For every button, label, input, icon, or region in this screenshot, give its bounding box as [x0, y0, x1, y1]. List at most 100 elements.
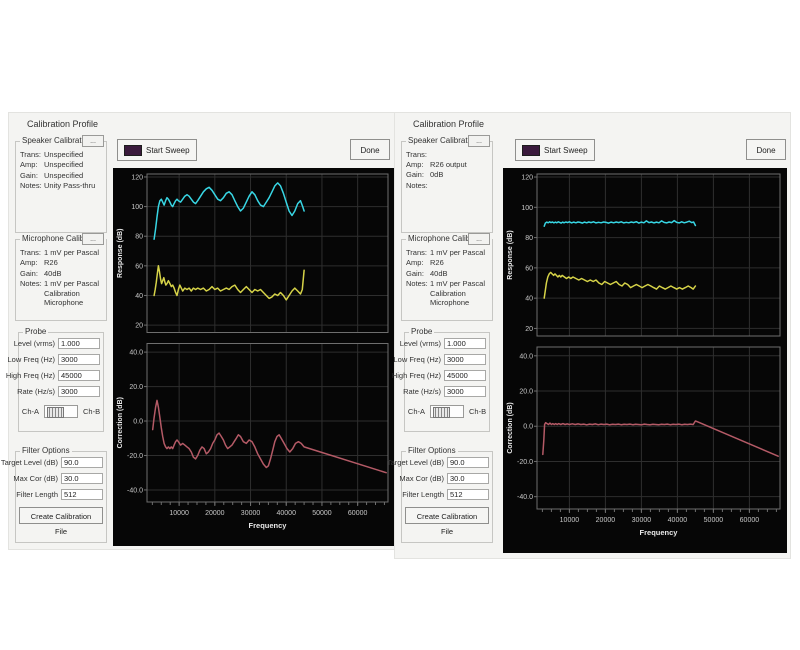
create-calibration-file-button[interactable]: Create Calibration File	[19, 507, 103, 536]
rate-label: Rate (Hz/s)	[403, 387, 441, 396]
svg-text:120: 120	[131, 174, 143, 181]
microphone-browse-button[interactable]: ...	[468, 233, 490, 245]
field-label: Amp:	[406, 160, 424, 169]
target-level-label: Target Level (dB)	[386, 458, 444, 467]
field-label: Trans:	[20, 248, 41, 257]
field-value: 0dB	[430, 170, 444, 180]
field-label: Notes:	[406, 180, 428, 190]
slider-thumb-icon[interactable]	[433, 407, 450, 418]
group-title: Microphone Calibration	[406, 234, 493, 243]
channel-b-label: Ch-B	[83, 407, 101, 416]
svg-text:100: 100	[131, 204, 143, 211]
svg-text:30000: 30000	[632, 517, 652, 524]
svg-text:20.0: 20.0	[129, 384, 143, 391]
svg-text:40.0: 40.0	[519, 353, 533, 360]
level-label: Level (vrms)	[13, 339, 55, 348]
field-value: Unspecified	[44, 150, 84, 159]
filter-options-group: Filter Options Target Level (dB) Max Cor…	[1, 446, 107, 543]
target-level-input[interactable]	[447, 457, 489, 468]
filter-options-group: Filter Options Target Level (dB) Max Cor…	[387, 446, 493, 543]
start-sweep-label: Start Sweep	[146, 145, 190, 155]
sweep-color-swatch-icon	[522, 144, 540, 156]
speaker-info: Trans: Amp: R26 output Gain: 0dB Notes:	[402, 142, 492, 193]
channel-slider[interactable]	[430, 405, 464, 418]
svg-text:-40.0: -40.0	[517, 494, 533, 501]
max-cor-input[interactable]	[447, 473, 489, 484]
field-label: Notes:	[20, 181, 42, 191]
done-button[interactable]: Done	[746, 139, 786, 160]
svg-text:50000: 50000	[312, 510, 332, 517]
filter-length-input[interactable]	[447, 489, 489, 500]
start-sweep-button[interactable]: Start Sweep	[117, 139, 197, 161]
field-label: Trans:	[406, 150, 427, 159]
low-freq-label: Low Freq (Hz)	[393, 355, 441, 364]
filter-length-input[interactable]	[61, 489, 103, 500]
calibration-window-left: Calibration Profile Speaker Calibration …	[1, 112, 395, 550]
field-label: Amp:	[20, 160, 38, 170]
max-cor-label: Max Cor (dB)	[399, 474, 444, 483]
svg-text:Frequency: Frequency	[640, 528, 679, 537]
field-value: 40dB	[44, 268, 62, 278]
rate-label: Rate (Hz/s)	[17, 387, 55, 396]
field-value: R26	[430, 258, 444, 268]
calibration-window-right: Calibration Profile Speaker Calibration …	[387, 112, 791, 559]
svg-text:20000: 20000	[596, 517, 616, 524]
rate-input[interactable]	[58, 386, 100, 397]
svg-text:40.0: 40.0	[129, 350, 143, 357]
target-level-label: Target Level (dB)	[0, 458, 58, 467]
slider-thumb-icon[interactable]	[47, 407, 64, 418]
max-cor-input[interactable]	[61, 473, 103, 484]
field-label: Gain:	[20, 170, 38, 180]
channel-slider[interactable]	[44, 405, 78, 418]
page-title: Calibration Profile	[27, 119, 99, 129]
svg-text:60000: 60000	[740, 517, 760, 524]
high-freq-input[interactable]	[58, 370, 100, 381]
speaker-browse-button[interactable]: ...	[468, 135, 490, 147]
svg-text:Response (dB): Response (dB)	[117, 229, 124, 278]
high-freq-label: High Freq (Hz)	[391, 371, 441, 380]
field-value: Unity Pass-thru	[44, 181, 96, 191]
level-input[interactable]	[58, 338, 100, 349]
low-freq-input[interactable]	[444, 354, 486, 365]
speaker-info: Trans: Unspecified Amp: Unspecified Gain: U…	[16, 142, 106, 194]
microphone-browse-button[interactable]: ...	[82, 233, 104, 245]
speaker-browse-button[interactable]: ...	[82, 135, 104, 147]
svg-text:10000: 10000	[560, 517, 580, 524]
low-freq-input[interactable]	[58, 354, 100, 365]
create-calibration-file-button[interactable]: Create Calibration File	[405, 507, 489, 536]
svg-text:80: 80	[525, 235, 533, 242]
channel-b-label: Ch-B	[469, 407, 487, 416]
page-title: Calibration Profile	[413, 119, 485, 129]
group-title: Probe	[23, 327, 49, 336]
svg-text:40: 40	[135, 293, 143, 300]
target-level-input[interactable]	[61, 457, 103, 468]
svg-text:20: 20	[135, 323, 143, 330]
field-label: Amp:	[20, 258, 38, 268]
field-value: 1 mV per Pascal	[430, 248, 486, 257]
svg-text:Correction (dB): Correction (dB)	[117, 397, 124, 448]
svg-text:100: 100	[521, 205, 533, 212]
group-title: Microphone Calibration	[20, 234, 107, 243]
svg-text:40000: 40000	[668, 517, 688, 524]
speaker-calibration-group: Speaker Calibration ... Trans: Amp: R26 o…	[401, 135, 493, 233]
svg-text:40: 40	[525, 296, 533, 303]
microphone-info: Trans: 1 mV per Pascal Amp: R26 Gain: 40dB …	[402, 240, 492, 310]
group-title: Probe	[409, 327, 435, 336]
svg-text:60: 60	[135, 263, 143, 270]
svg-text:20: 20	[525, 326, 533, 333]
microphone-calibration-group: Microphone Calibration ... Trans: 1 mV pe…	[401, 233, 493, 321]
field-value: Unspecified	[44, 160, 84, 170]
high-freq-input[interactable]	[444, 370, 486, 381]
field-value	[430, 150, 489, 159]
start-sweep-button[interactable]: Start Sweep	[515, 139, 595, 161]
high-freq-label: High Freq (Hz)	[5, 371, 55, 380]
done-button[interactable]: Done	[350, 139, 390, 160]
level-label: Level (vrms)	[399, 339, 441, 348]
microphone-calibration-group: Microphone Calibration ... Trans: 1 mV pe…	[15, 233, 107, 321]
svg-text:-20.0: -20.0	[517, 459, 533, 466]
svg-text:0.0: 0.0	[523, 424, 533, 431]
level-input[interactable]	[444, 338, 486, 349]
speaker-calibration-group: Speaker Calibration ... Trans: Unspecifie…	[15, 135, 107, 233]
rate-input[interactable]	[444, 386, 486, 397]
